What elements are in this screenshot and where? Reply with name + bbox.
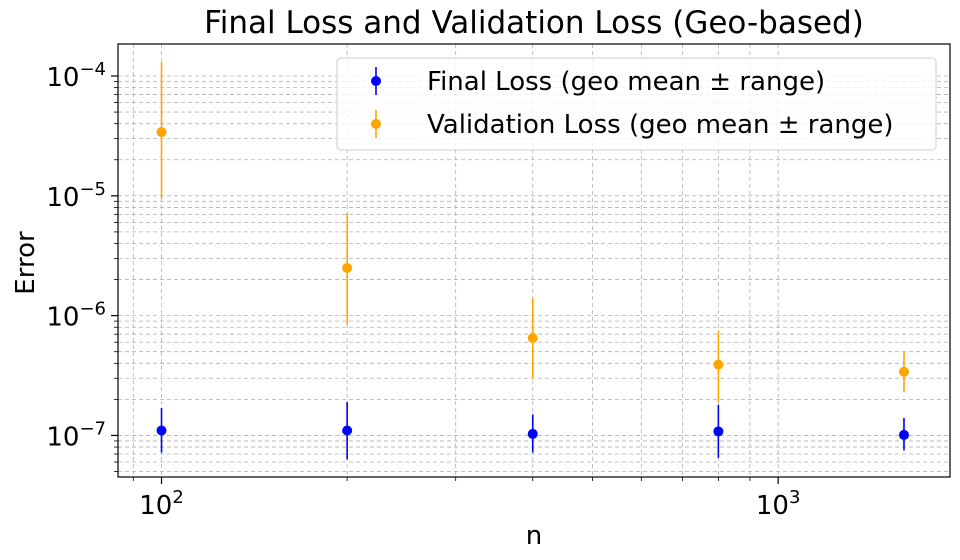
x-tick-label: 103: [756, 487, 801, 521]
legend-marker-1: [371, 119, 381, 129]
legend-box: [336, 57, 937, 151]
legend-label-0: Final Loss (geo mean ± range): [427, 67, 825, 97]
y-axis-label: Error: [11, 231, 41, 295]
data-markers: [156, 127, 909, 440]
x-axis-label: n: [526, 521, 542, 551]
data-point-series-1: [527, 333, 538, 344]
data-point-series-1: [342, 262, 353, 273]
data-point-series-0: [342, 425, 353, 436]
data-point-series-0: [156, 425, 167, 436]
data-point-series-1: [713, 359, 724, 370]
plot-frame: [117, 43, 951, 478]
data-point-series-0: [527, 428, 538, 439]
chart-title: Final Loss and Validation Loss (Geo-base…: [204, 5, 864, 41]
legend-marker-0: [371, 76, 381, 86]
y-tick-label: 10−4: [46, 59, 106, 93]
data-point-series-1: [156, 127, 167, 138]
legend-label-1: Validation Loss (geo mean ± range): [427, 110, 894, 140]
data-point-series-0: [713, 426, 724, 437]
data-point-series-0: [898, 429, 909, 440]
axis-ticks: 102 103 10−7 10−6 10−5 10−4: [46, 59, 800, 521]
x-tick-label: 102: [139, 487, 184, 521]
y-tick-label: 10−5: [46, 179, 106, 213]
data-point-series-1: [898, 366, 909, 377]
legend: Final Loss (geo mean ± range) Validation …: [336, 57, 937, 151]
y-tick-label: 10−7: [46, 418, 106, 452]
y-tick-label: 10−6: [46, 299, 106, 333]
